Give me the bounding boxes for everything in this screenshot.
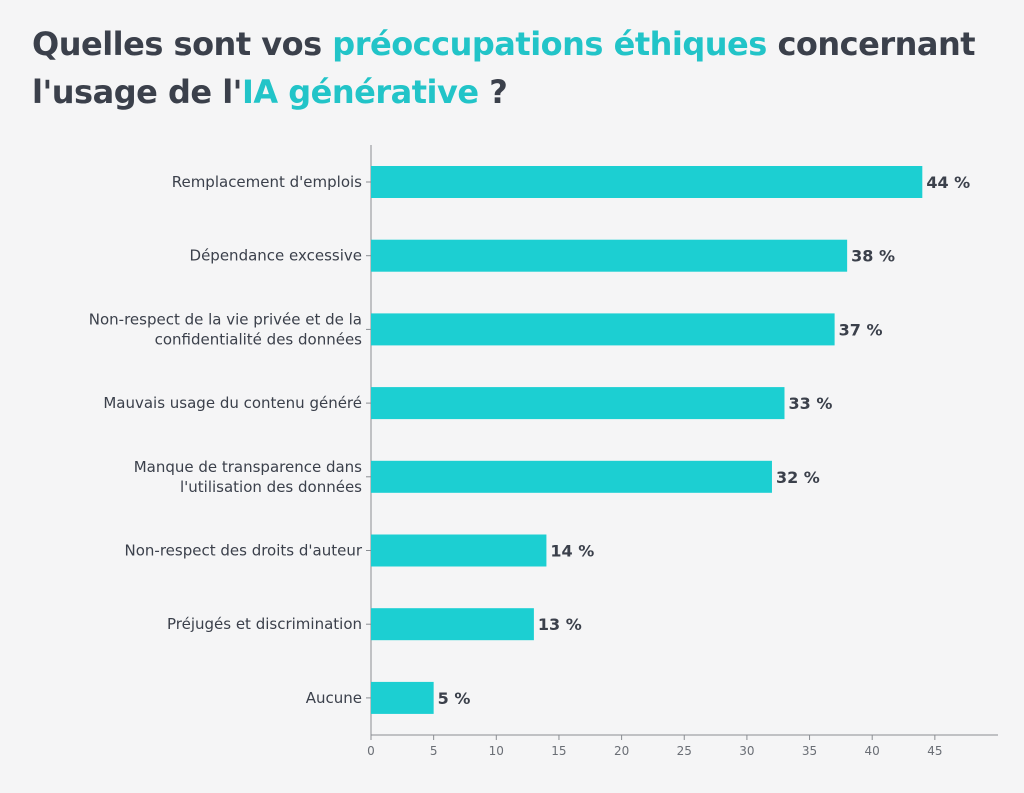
category-label: l'utilisation des données <box>180 478 362 496</box>
category-label: Manque de transparence dans <box>134 458 362 476</box>
title-text: Quelles sont vos <box>32 25 333 63</box>
bar <box>371 313 835 346</box>
category-label: Remplacement d'emplois <box>172 173 362 191</box>
chart-title: Quelles sont vos préoccupations éthiques… <box>32 20 1012 116</box>
bar <box>371 239 848 272</box>
category-label: confidentialité des données <box>155 330 363 348</box>
x-tick-label: 35 <box>802 744 817 758</box>
x-tick-label: 25 <box>677 744 692 758</box>
bar <box>371 387 785 420</box>
bar-value-label: 37 % <box>839 320 883 339</box>
category-label: Aucune <box>306 689 362 707</box>
title-text: ? <box>478 73 508 111</box>
bar-value-label: 5 % <box>438 689 471 708</box>
bar-value-label: 33 % <box>788 394 832 413</box>
category-label: Non-respect de la vie privée et de la <box>89 310 362 328</box>
x-tick-label: 20 <box>614 744 629 758</box>
title-highlight: IA générative <box>241 73 479 111</box>
category-label: Non-respect des droits d'auteur <box>125 542 363 560</box>
x-tick-label: 40 <box>865 744 880 758</box>
x-tick-label: 45 <box>927 744 942 758</box>
category-label: Préjugés et discrimination <box>167 615 362 633</box>
bar <box>371 608 534 641</box>
x-tick-label: 10 <box>489 744 504 758</box>
bar-value-label: 44 % <box>926 173 970 192</box>
category-label: Dépendance excessive <box>190 247 362 265</box>
x-tick-label: 5 <box>430 744 438 758</box>
bar <box>371 460 772 493</box>
bar-value-label: 32 % <box>776 468 820 487</box>
bar <box>371 534 547 567</box>
x-tick-label: 15 <box>551 744 566 758</box>
x-tick-label: 0 <box>367 744 375 758</box>
bar <box>371 681 434 714</box>
bar-value-label: 14 % <box>550 542 594 561</box>
category-label: Mauvais usage du contenu généré <box>103 394 362 412</box>
bar <box>371 166 923 198</box>
x-tick-label: 30 <box>739 744 754 758</box>
bar-value-label: 38 % <box>851 247 895 266</box>
title-text: concernant l'usage de l' <box>32 25 976 111</box>
title-highlight: préoccupations éthiques <box>332 25 767 63</box>
bar-value-label: 13 % <box>538 615 582 634</box>
